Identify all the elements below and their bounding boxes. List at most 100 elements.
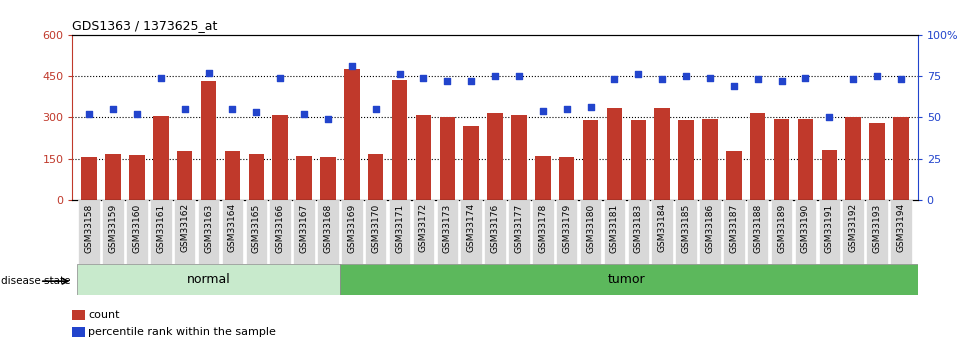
- Bar: [127, 200, 148, 264]
- Bar: [750, 113, 765, 200]
- Bar: [747, 200, 769, 264]
- Point: [320, 116, 335, 122]
- Bar: [415, 115, 431, 200]
- Text: GSM33161: GSM33161: [156, 203, 165, 253]
- Text: GSM33183: GSM33183: [634, 203, 642, 253]
- Bar: [317, 200, 339, 264]
- Point: [845, 77, 861, 82]
- Point: [631, 71, 646, 77]
- Point: [894, 77, 909, 82]
- Point: [344, 63, 359, 69]
- Text: disease state: disease state: [1, 276, 71, 286]
- Point: [582, 105, 598, 110]
- Point: [105, 106, 121, 112]
- Point: [487, 73, 502, 79]
- Bar: [508, 200, 529, 264]
- Text: GSM33187: GSM33187: [729, 203, 738, 253]
- Text: GSM33179: GSM33179: [562, 203, 571, 253]
- Point: [511, 73, 526, 79]
- Bar: [559, 157, 575, 200]
- Text: GSM33178: GSM33178: [538, 203, 548, 253]
- Bar: [272, 115, 288, 200]
- Bar: [440, 117, 455, 200]
- Point: [440, 78, 455, 83]
- Text: GSM33185: GSM33185: [682, 203, 691, 253]
- Bar: [631, 120, 646, 200]
- Point: [297, 111, 312, 117]
- Bar: [774, 119, 789, 200]
- Bar: [102, 200, 124, 264]
- Text: count: count: [88, 310, 120, 320]
- Bar: [177, 151, 192, 200]
- Point: [177, 106, 192, 112]
- Text: GSM33191: GSM33191: [825, 203, 834, 253]
- Bar: [607, 108, 622, 200]
- Bar: [724, 200, 745, 264]
- Bar: [461, 200, 482, 264]
- Point: [535, 108, 551, 114]
- Bar: [150, 200, 172, 264]
- Text: GSM33166: GSM33166: [275, 203, 285, 253]
- Point: [750, 77, 765, 82]
- Bar: [604, 200, 625, 264]
- Bar: [412, 200, 434, 264]
- Text: GSM33165: GSM33165: [252, 203, 261, 253]
- Bar: [535, 157, 551, 200]
- Bar: [726, 151, 742, 200]
- Bar: [484, 200, 506, 264]
- Point: [225, 106, 241, 112]
- Bar: [297, 157, 312, 200]
- Point: [702, 75, 718, 80]
- Bar: [77, 264, 340, 295]
- Point: [798, 75, 813, 80]
- Point: [774, 78, 789, 83]
- Bar: [365, 200, 386, 264]
- Bar: [225, 151, 241, 200]
- Text: GSM33158: GSM33158: [85, 203, 94, 253]
- Text: GSM33174: GSM33174: [467, 203, 475, 253]
- Text: GSM33186: GSM33186: [705, 203, 715, 253]
- Bar: [818, 200, 840, 264]
- Bar: [198, 200, 219, 264]
- Point: [368, 106, 384, 112]
- Bar: [582, 120, 598, 200]
- Bar: [392, 80, 408, 200]
- Bar: [487, 113, 503, 200]
- Text: GSM33192: GSM33192: [849, 203, 858, 253]
- Text: GDS1363 / 1373625_at: GDS1363 / 1373625_at: [72, 19, 217, 32]
- Point: [129, 111, 145, 117]
- Bar: [678, 120, 694, 200]
- Bar: [894, 117, 909, 200]
- Bar: [72, 327, 85, 337]
- Bar: [795, 200, 816, 264]
- Text: GSM33168: GSM33168: [324, 203, 332, 253]
- Text: GSM33160: GSM33160: [132, 203, 141, 253]
- Point: [464, 78, 479, 83]
- Text: percentile rank within the sample: percentile rank within the sample: [88, 327, 275, 337]
- Bar: [556, 200, 578, 264]
- Text: GSM33162: GSM33162: [181, 203, 189, 253]
- Point: [201, 70, 216, 75]
- Bar: [869, 123, 885, 200]
- Bar: [675, 200, 696, 264]
- Bar: [464, 126, 479, 200]
- Bar: [771, 200, 792, 264]
- Bar: [294, 200, 315, 264]
- Bar: [845, 117, 861, 200]
- Bar: [368, 154, 384, 200]
- Text: GSM33170: GSM33170: [371, 203, 381, 253]
- Bar: [72, 310, 85, 320]
- Text: GSM33184: GSM33184: [658, 203, 667, 253]
- Text: GSM33172: GSM33172: [419, 203, 428, 253]
- Bar: [78, 200, 99, 264]
- Bar: [344, 69, 359, 200]
- Bar: [201, 81, 216, 200]
- Text: tumor: tumor: [608, 273, 645, 286]
- Text: GSM33189: GSM33189: [777, 203, 786, 253]
- Bar: [340, 264, 918, 295]
- Bar: [105, 154, 121, 200]
- Bar: [580, 200, 601, 264]
- Bar: [699, 200, 721, 264]
- Text: GSM33193: GSM33193: [872, 203, 882, 253]
- Bar: [81, 157, 97, 200]
